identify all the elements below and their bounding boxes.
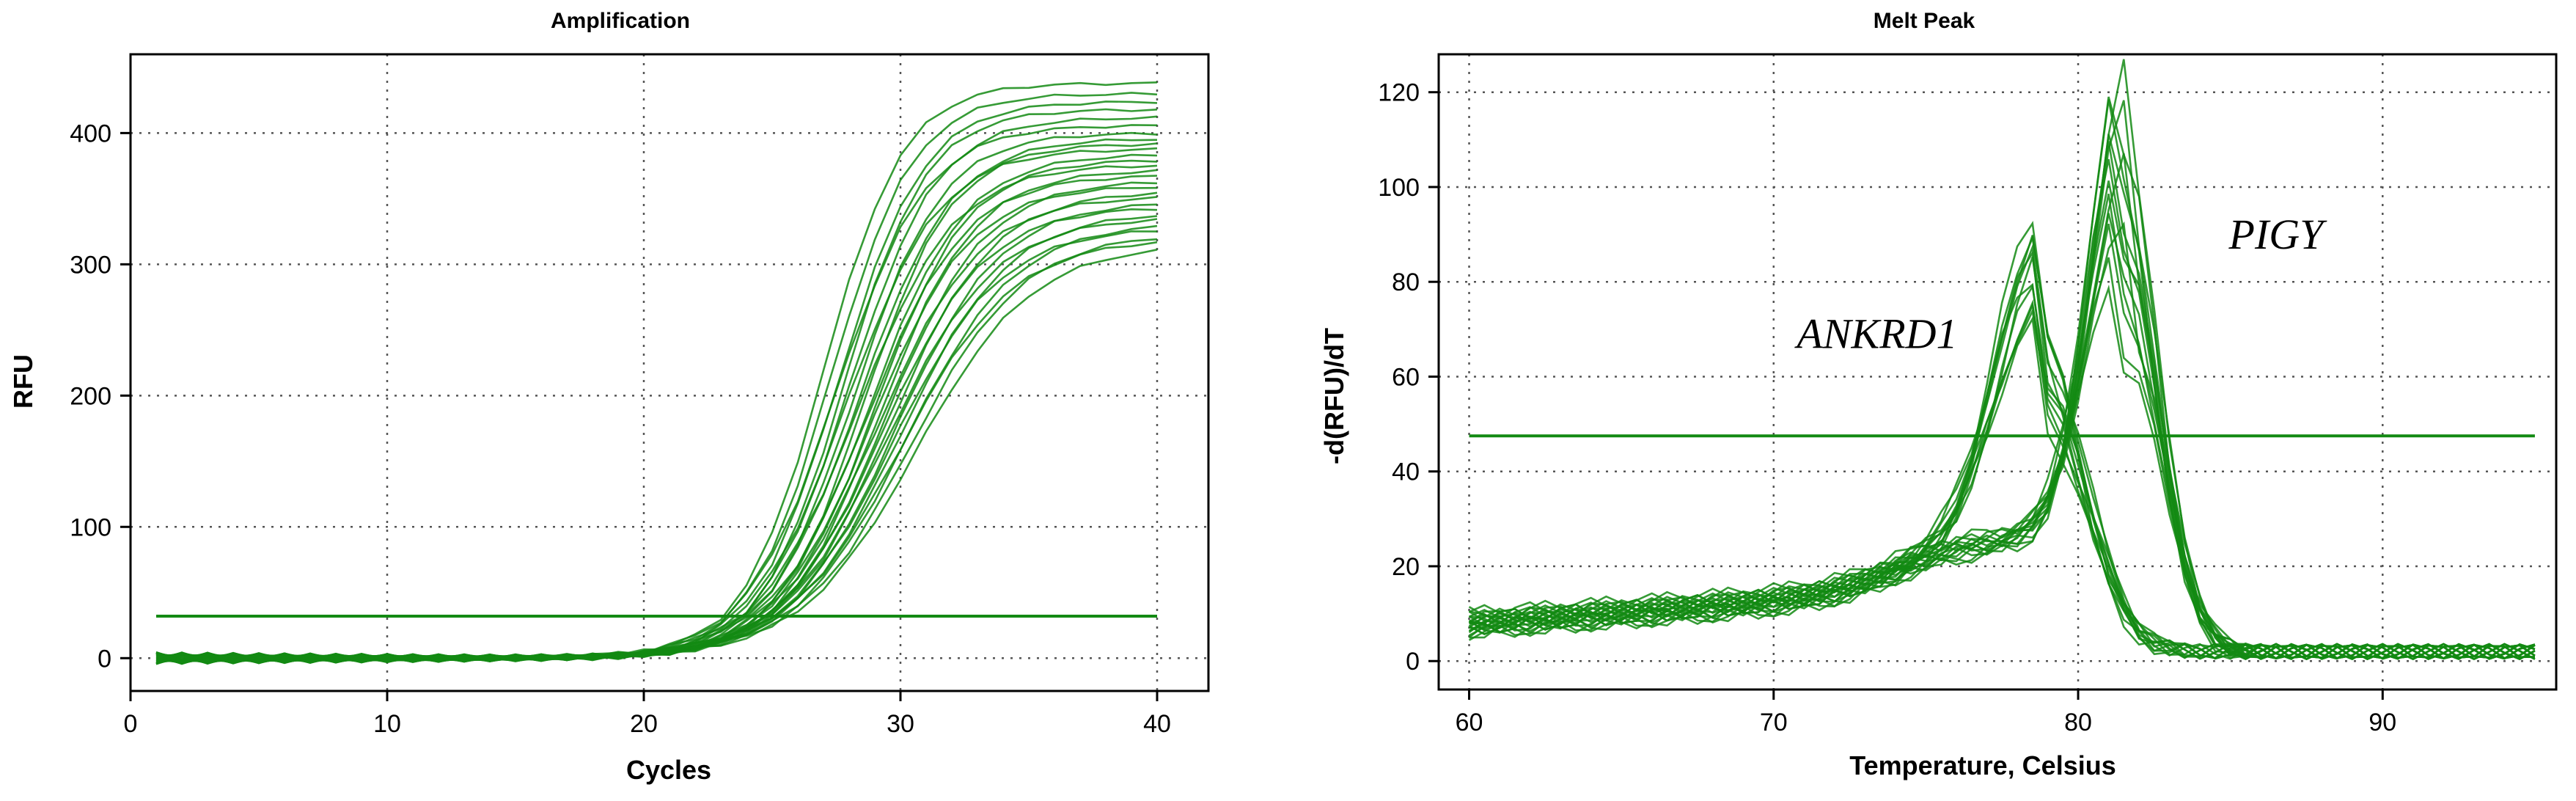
melt-peak-y-tick-label: 0 <box>1406 648 1420 676</box>
amplification-title: Amplification <box>551 9 690 33</box>
amplification-curve <box>155 164 1158 663</box>
amplification-x-tick-label: 40 <box>1143 710 1171 738</box>
amplification-y-tick-label: 100 <box>70 513 111 541</box>
amplification-curve <box>155 147 1158 664</box>
melt-peak-annotation-ankrd1: ANKRD1 <box>1794 310 1957 358</box>
melt-peak-title: Melt Peak <box>1874 9 1975 33</box>
melt-peak-x-tick-label: 60 <box>1456 709 1483 736</box>
amplification-plot-frame <box>129 53 1210 692</box>
amplification-x-tick-label: 20 <box>630 710 658 738</box>
melt-peak-x-tick-label: 90 <box>2368 709 2396 736</box>
melt-peak-curve <box>1468 194 2536 660</box>
melt-peak-y-tick-label: 20 <box>1392 553 1420 581</box>
amplification-curve <box>155 208 1158 665</box>
amplification-curve <box>155 131 1158 664</box>
melt-peak-y-tick-label: 120 <box>1378 79 1420 107</box>
melt-peak-x-tick-label: 80 <box>2064 709 2092 736</box>
amplification-curve <box>155 224 1158 665</box>
amplification-x-tick-label: 30 <box>887 710 914 738</box>
melt-peak-curves <box>1468 59 2536 661</box>
amplification-curve <box>155 230 1158 663</box>
amplification-gridlines <box>131 54 1208 691</box>
amplification-curve <box>155 138 1158 664</box>
melt-peak-curve <box>1468 235 2536 660</box>
amplification-curve <box>155 249 1158 663</box>
melt-peak-y-tick-label: 40 <box>1392 458 1420 486</box>
amplification-curves <box>155 81 1158 665</box>
amplification-curve <box>155 92 1158 663</box>
amplification-curve <box>155 218 1158 665</box>
amplification-curve <box>155 115 1158 663</box>
melt-peak-gridlines <box>1439 54 2556 690</box>
amplification-curve <box>155 238 1158 665</box>
melt-peak-curve <box>1469 158 2536 661</box>
melt-peak-chart: Melt Peak -d(RFU)/dT Temperature, Celsiu… <box>1319 9 2558 780</box>
amplification-curve <box>155 153 1158 664</box>
amplification-y-tick-label: 0 <box>98 645 111 673</box>
melt-peak-curve <box>1468 284 2536 659</box>
melt-peak-curve <box>1468 59 2536 661</box>
melt-peak-curve <box>1468 221 2536 660</box>
melt-peak-curve <box>1468 141 2536 660</box>
melt-peak-y-tick-label: 60 <box>1392 363 1420 391</box>
amplification-curve <box>155 159 1158 665</box>
amplification-curve <box>155 175 1158 665</box>
melt-peak-annotations: ANKRD1 PIGY <box>1794 211 2327 358</box>
amplification-curve <box>155 203 1158 665</box>
amplification-curve <box>155 124 1158 665</box>
melt-peak-curve <box>1468 250 2536 659</box>
amplification-curve <box>155 81 1158 665</box>
amplification-x-tick-label: 10 <box>373 710 401 738</box>
melt-peak-y-tick-label: 100 <box>1378 174 1420 202</box>
amplification-x-tick-label: 0 <box>124 710 138 738</box>
melt-peak-curve <box>1469 220 2535 660</box>
amplification-chart: Amplification RFU Cycles 0 10 20 30 40010020… <box>8 9 1210 785</box>
amplification-curve <box>155 142 1158 665</box>
amplification-curve <box>155 181 1158 663</box>
amplification-curve <box>155 108 1158 664</box>
melt-peak-y-axis-label: -d(RFU)/dT <box>1319 328 1349 464</box>
amplification-curve <box>155 191 1158 665</box>
melt-peak-curve <box>1468 180 2536 659</box>
melt-peak-plot-frame <box>1437 53 2558 691</box>
melt-peak-curve <box>1468 244 2536 660</box>
amplification-y-tick-label: 300 <box>70 251 111 279</box>
melt-peak-x-tick-label: 70 <box>1760 709 1788 736</box>
melt-peak-annotation-pigy: PIGY <box>2228 211 2328 258</box>
melt-peak-axis-ticks: 60 70 80 90 0 20 40 60 80 100 120 <box>1378 79 2396 736</box>
amplification-y-tick-label: 200 <box>70 382 111 410</box>
melt-peak-curve <box>1469 256 2536 661</box>
melt-peak-x-axis-label: Temperature, Celsius <box>1849 750 2116 780</box>
melt-peak-curve <box>1468 153 2536 661</box>
melt-peak-curve <box>1468 223 2536 660</box>
amplification-curve <box>155 241 1158 665</box>
melt-peak-y-tick-label: 80 <box>1392 268 1420 296</box>
melt-peak-curve <box>1469 257 2536 661</box>
amplification-x-axis-label: Cycles <box>626 755 711 785</box>
amplification-y-tick-label: 400 <box>70 120 111 147</box>
amplification-y-axis-label: RFU <box>8 354 38 409</box>
